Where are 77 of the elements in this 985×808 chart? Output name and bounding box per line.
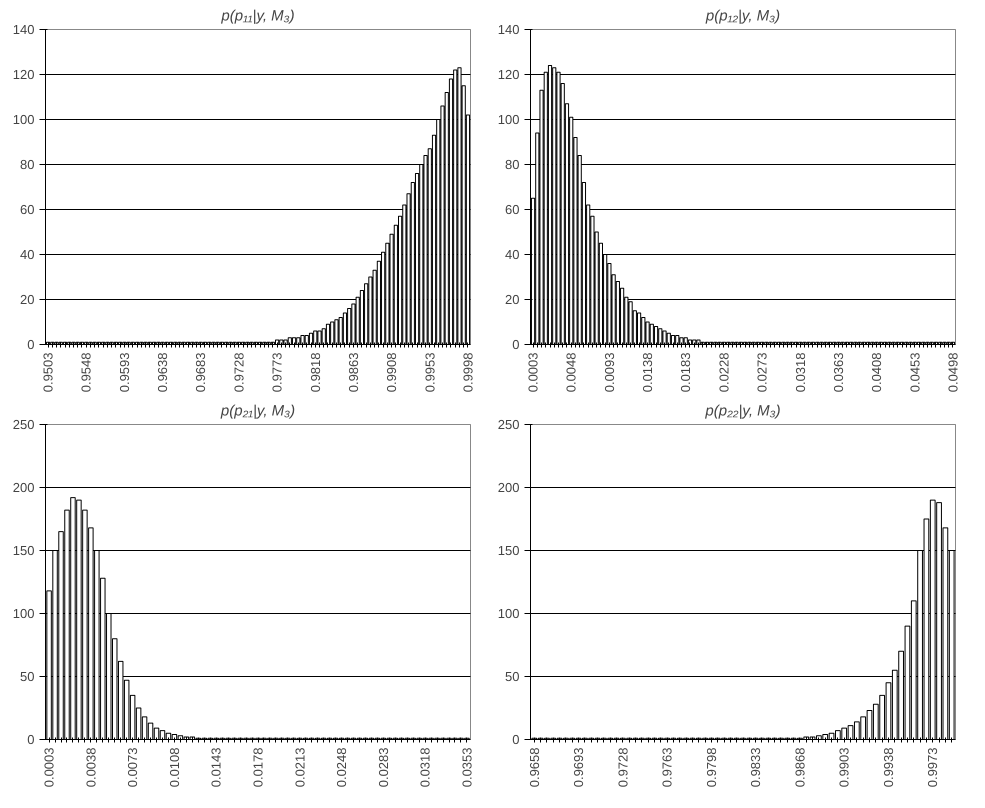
y-tick-label: 140 bbox=[498, 22, 520, 37]
x-tick-label: 0.9863 bbox=[346, 352, 361, 392]
y-tick-label: 120 bbox=[498, 67, 520, 82]
x-tick-label: 0.9548 bbox=[78, 352, 94, 392]
y-tick-label: 60 bbox=[505, 202, 520, 217]
x-tick-label: 0.0183 bbox=[678, 352, 694, 392]
x-tick-label: 0.0248 bbox=[334, 747, 350, 788]
y-tick-label: 20 bbox=[505, 292, 520, 307]
x-tick-label: 0.0073 bbox=[125, 747, 140, 788]
x-tick-label: 0.0108 bbox=[166, 747, 182, 788]
x-tick-label: 0.9593 bbox=[116, 352, 132, 392]
x-tick-label: 0.9903 bbox=[836, 747, 852, 788]
x-tick-label: 0.9763 bbox=[660, 747, 675, 788]
x-tick-label: 0.9658 bbox=[526, 747, 542, 788]
y-tick-label: 250 bbox=[498, 417, 520, 432]
y-tick-label: 0 bbox=[27, 732, 35, 747]
y-tick-label: 100 bbox=[498, 112, 520, 127]
y-tick-label: 150 bbox=[498, 543, 520, 558]
chart-title: p(p₂₁|y, M₃) bbox=[220, 402, 296, 420]
y-tick-label: 20 bbox=[20, 292, 35, 307]
chart-title: p(p₁₂|y, M₃) bbox=[704, 8, 780, 24]
y-tick-label: 140 bbox=[12, 22, 35, 37]
x-tick-label: 0.0178 bbox=[250, 747, 266, 788]
y-tick-label: 60 bbox=[20, 202, 35, 217]
x-tick-label: 0.0498 bbox=[945, 352, 960, 392]
x-tick-label: 0.9638 bbox=[155, 352, 170, 392]
x-tick-label: 0.0228 bbox=[716, 352, 732, 392]
y-tick-label: 40 bbox=[20, 247, 35, 262]
y-tick-label: 100 bbox=[498, 606, 520, 621]
x-tick-label: 0.9798 bbox=[704, 747, 719, 788]
x-tick-label: 0.0093 bbox=[602, 352, 617, 392]
x-tick-label: 0.9833 bbox=[748, 747, 764, 788]
x-tick-label: 0.0038 bbox=[83, 747, 98, 788]
x-tick-label: 0.9908 bbox=[384, 352, 400, 392]
x-tick-label: 0.0213 bbox=[292, 747, 308, 788]
y-tick-label: 250 bbox=[12, 417, 35, 432]
x-tick-label: 0.9998 bbox=[460, 352, 476, 392]
x-tick-label: 0.9728 bbox=[615, 747, 630, 788]
y-tick-label: 120 bbox=[12, 67, 35, 82]
x-tick-label: 0.9868 bbox=[792, 747, 808, 788]
y-tick-label: 100 bbox=[12, 606, 35, 621]
x-tick-label: 0.0138 bbox=[640, 352, 656, 392]
x-tick-label: 0.0273 bbox=[754, 352, 770, 392]
x-tick-label: 0.9953 bbox=[422, 352, 438, 392]
y-tick-label: 0 bbox=[27, 337, 35, 352]
x-tick-label: 0.0408 bbox=[869, 352, 884, 392]
x-tick-label: 0.9773 bbox=[270, 352, 285, 392]
x-tick-label: 0.0318 bbox=[418, 747, 433, 788]
x-tick-label: 0.9973 bbox=[925, 747, 940, 788]
x-tick-label: 0.0048 bbox=[564, 352, 579, 392]
x-tick-label: 0.9818 bbox=[308, 352, 323, 392]
x-tick-label: 0.0318 bbox=[792, 352, 808, 392]
x-tick-label: 0.0363 bbox=[830, 352, 846, 392]
x-tick-label: 0.9503 bbox=[40, 352, 56, 392]
x-tick-label: 0.9683 bbox=[193, 352, 208, 392]
y-tick-label: 40 bbox=[505, 247, 520, 262]
y-tick-label: 50 bbox=[505, 669, 520, 684]
y-tick-label: 0 bbox=[512, 732, 520, 747]
x-tick-label: 0.0003 bbox=[42, 747, 57, 788]
x-tick-label: 0.9938 bbox=[880, 747, 896, 788]
x-tick-label: 0.9693 bbox=[571, 747, 586, 788]
x-tick-label: 0.0353 bbox=[459, 747, 474, 788]
y-tick-label: 80 bbox=[20, 157, 35, 172]
x-tick-label: 0.9728 bbox=[231, 352, 246, 392]
y-tick-label: 0 bbox=[512, 337, 520, 352]
y-tick-label: 200 bbox=[12, 480, 35, 495]
y-tick-label: 150 bbox=[12, 543, 35, 558]
x-tick-label: 0.0143 bbox=[208, 747, 224, 788]
chart-title: p(p₁₁|y, M₃) bbox=[220, 8, 295, 24]
y-tick-label: 100 bbox=[12, 112, 35, 127]
x-tick-label: 0.0283 bbox=[376, 747, 391, 788]
x-tick-label: 0.0453 bbox=[907, 352, 922, 392]
x-tick-label: 0.0003 bbox=[526, 352, 541, 392]
y-tick-label: 50 bbox=[20, 669, 35, 684]
y-tick-label: 200 bbox=[498, 480, 520, 495]
y-tick-label: 80 bbox=[505, 157, 520, 172]
chart-title: p(p₂₂|y, M₃) bbox=[704, 402, 781, 420]
